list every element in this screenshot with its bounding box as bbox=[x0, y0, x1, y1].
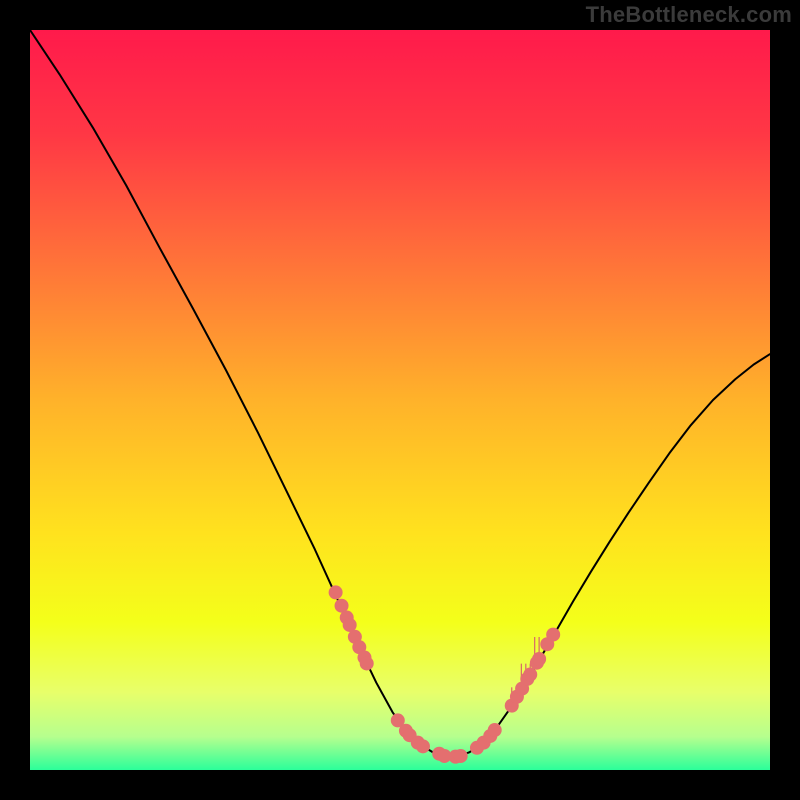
marker-dot bbox=[546, 628, 560, 642]
marker-dot bbox=[329, 585, 343, 599]
marker-dot bbox=[532, 652, 546, 666]
marker-dot bbox=[416, 739, 430, 753]
watermark-text: TheBottleneck.com bbox=[586, 2, 792, 28]
marker-dot bbox=[360, 656, 374, 670]
marker-dot bbox=[523, 668, 537, 682]
bottleneck-curve-chart bbox=[30, 30, 770, 770]
chart-background-gradient bbox=[30, 30, 770, 770]
marker-dot bbox=[488, 723, 502, 737]
marker-dot bbox=[454, 749, 468, 763]
